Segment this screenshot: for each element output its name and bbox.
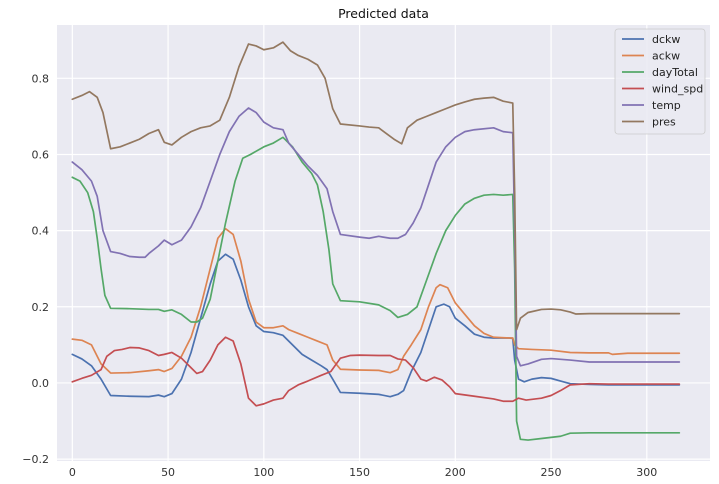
legend-label-ackw: ackw bbox=[652, 50, 680, 63]
x-tick-label: 50 bbox=[161, 466, 175, 479]
y-tick-label: −0.2 bbox=[22, 453, 49, 466]
x-axis-ticks: 0 50 100 150 200 250 300 bbox=[69, 466, 657, 479]
series-line-pres bbox=[71, 41, 681, 331]
series-line-dayTotal bbox=[71, 136, 681, 441]
y-tick-label: 0.8 bbox=[32, 72, 50, 85]
y-tick-label: 0.2 bbox=[32, 301, 50, 314]
legend-label-temp: temp bbox=[652, 99, 681, 112]
y-tick-label: 0.0 bbox=[32, 377, 50, 390]
legend-label-wind_spd: wind_spd bbox=[652, 83, 703, 96]
plot-area bbox=[57, 25, 710, 461]
y-axis-ticks: −0.2 0.0 0.2 0.4 0.6 0.8 bbox=[22, 72, 49, 466]
legend-label-pres: pres bbox=[652, 116, 676, 129]
x-tick-label: 150 bbox=[349, 466, 370, 479]
x-tick-label: 300 bbox=[636, 466, 657, 479]
legend-label-dckw: dckw bbox=[652, 33, 680, 46]
chart-title: Predicted data bbox=[338, 6, 429, 21]
x-tick-label: 200 bbox=[445, 466, 466, 479]
x-tick-label: 250 bbox=[541, 466, 562, 479]
y-tick-label: 0.4 bbox=[32, 225, 50, 238]
x-tick-label: 100 bbox=[253, 466, 274, 479]
y-tick-label: 0.6 bbox=[32, 148, 50, 161]
series-line-dckw bbox=[71, 253, 681, 398]
series-lines bbox=[71, 41, 681, 441]
x-tick-label: 0 bbox=[69, 466, 76, 479]
legend-label-dayTotal: dayTotal bbox=[652, 66, 698, 79]
series-line-wind_spd bbox=[71, 336, 681, 407]
